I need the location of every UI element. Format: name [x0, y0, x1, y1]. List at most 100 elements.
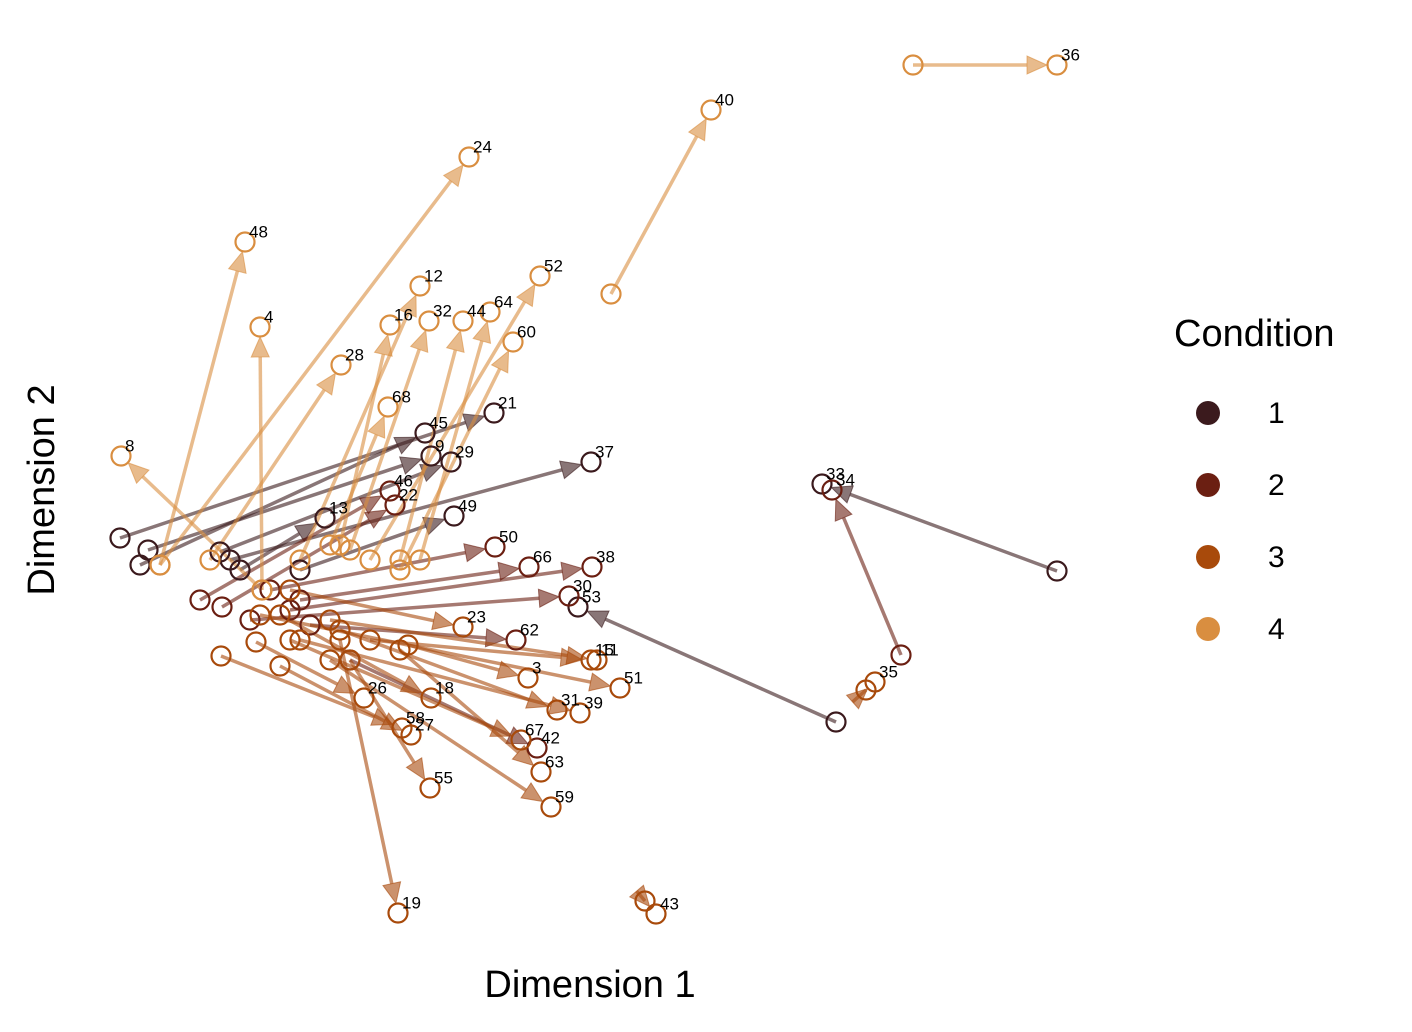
point-label: 49	[458, 496, 477, 515]
arrow-head	[227, 250, 247, 274]
start-point	[199, 549, 221, 571]
arrow	[220, 654, 375, 719]
arrow-head	[559, 460, 583, 480]
arrow	[407, 643, 500, 672]
end-point	[581, 556, 603, 578]
arrow	[398, 368, 502, 571]
end-point	[645, 903, 667, 925]
end-point	[518, 556, 540, 578]
start-point	[251, 579, 273, 601]
end-point	[440, 451, 462, 473]
end-point	[1046, 54, 1068, 76]
arrow-head	[445, 329, 465, 353]
legend-label: 3	[1268, 541, 1285, 574]
arrow-head	[537, 588, 561, 609]
arrow-head	[442, 164, 464, 188]
point-label: 35	[879, 662, 898, 681]
start-point	[409, 549, 431, 571]
end-point	[821, 479, 843, 501]
start-point	[389, 559, 411, 581]
point-label: 23	[467, 607, 486, 626]
arrow	[348, 659, 416, 764]
point-label: 29	[455, 442, 474, 461]
arrow	[338, 353, 386, 546]
start-point	[210, 645, 232, 667]
end-point	[479, 301, 501, 323]
start-point	[902, 54, 924, 76]
point-label: 27	[415, 715, 434, 734]
start-point	[109, 527, 131, 549]
point-label: 48	[249, 222, 268, 241]
arrow-head	[399, 674, 424, 694]
end-point	[540, 796, 562, 818]
arrow	[141, 475, 264, 592]
arrow	[289, 569, 563, 612]
end-point	[452, 616, 474, 638]
point-label: 43	[660, 894, 679, 913]
arrow	[299, 569, 500, 602]
arrow	[849, 492, 1058, 573]
start-point	[149, 554, 171, 576]
start-point	[137, 539, 159, 561]
arrow-head	[393, 436, 418, 455]
start-point	[319, 609, 341, 631]
point-label: 64	[494, 292, 513, 311]
arrow-head	[367, 415, 386, 439]
arrow	[609, 135, 699, 295]
start-point	[279, 629, 301, 651]
arrow	[208, 388, 326, 561]
start-point	[239, 609, 261, 631]
arrow-head	[520, 781, 544, 803]
start-point	[329, 534, 351, 556]
points	[109, 54, 1068, 925]
start-point	[319, 649, 341, 671]
arrow-head	[489, 718, 513, 737]
point-label: 34	[836, 470, 855, 489]
start-point	[269, 604, 291, 626]
arrow	[369, 638, 562, 660]
legend-label: 4	[1268, 613, 1285, 646]
arrow-head	[398, 456, 423, 475]
start-point	[289, 629, 311, 651]
point-label: 42	[541, 728, 560, 747]
end-point	[505, 629, 527, 651]
arrow	[239, 532, 301, 572]
arrow	[269, 550, 466, 592]
arrow	[158, 270, 240, 566]
arrow-head	[560, 561, 584, 581]
point-label: 53	[582, 587, 601, 606]
point-label: 4	[264, 307, 273, 326]
end-point	[443, 505, 465, 527]
end-point	[609, 677, 631, 699]
end-point	[586, 649, 608, 671]
end-point	[418, 310, 440, 332]
arrow	[329, 658, 527, 792]
arrow	[255, 640, 339, 686]
point-label: 19	[402, 893, 421, 912]
legend-swatch	[1196, 545, 1220, 569]
arrow	[139, 444, 399, 567]
end-point	[420, 445, 442, 467]
end-point	[864, 671, 886, 693]
end-point	[558, 585, 580, 607]
point-label: 39	[584, 693, 603, 712]
end-point	[409, 275, 431, 297]
arrow-head	[332, 675, 357, 694]
end-point	[529, 265, 551, 287]
point-label: 68	[392, 387, 411, 406]
start-point	[600, 283, 622, 305]
arrow-head	[398, 294, 417, 318]
point-label: 60	[517, 322, 536, 341]
arrow-head	[628, 884, 651, 908]
point-label: 51	[624, 668, 643, 687]
point-label: 40	[715, 90, 734, 109]
arrow	[348, 348, 421, 551]
start-point	[189, 589, 211, 611]
point-label: 46	[394, 471, 413, 490]
start-point	[890, 644, 912, 666]
point-label: 8	[125, 436, 134, 455]
end-point	[387, 902, 409, 924]
start-point	[359, 549, 381, 571]
arrows	[119, 55, 1058, 908]
end-point	[420, 687, 442, 709]
